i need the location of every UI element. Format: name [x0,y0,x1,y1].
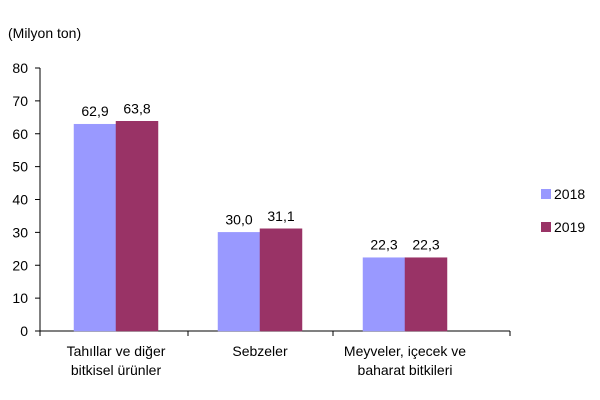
bar-2019-0 [115,121,159,332]
category-label: baharat bitkileri [358,362,453,378]
legend-label-2019: 2019 [554,219,585,235]
category-label: Tahıllar ve diğer [67,343,166,359]
data-label-2018-1: 30,0 [225,211,252,227]
y-axis: 0 10 20 30 40 50 60 70 80 [12,60,41,339]
category-label: Sebzeler [232,343,288,359]
legend-label-2018: 2018 [554,186,585,202]
y-tick-label: 50 [12,159,28,175]
category-label: bitkisel ürünler [71,362,162,378]
legend: 2018 2019 [541,186,585,235]
bar-2018-1 [217,232,261,332]
legend-swatch-2019 [541,222,551,232]
data-label-2019-0: 63,8 [123,100,150,116]
y-tick-label: 60 [12,126,28,142]
bars [73,121,448,332]
category-labels: Tahıllar ve diğer bitkisel ürünler Sebzele… [67,343,467,378]
data-labels: 62,9 63,8 30,0 31,1 22,3 22,3 [81,100,439,252]
data-label-2018-0: 62,9 [81,103,108,119]
category-label: Meyveler, içecek ve [344,343,466,359]
bar-2018-2 [362,257,406,332]
y-unit-label: (Milyon ton) [8,25,81,41]
data-label-2019-1: 31,1 [267,208,294,224]
y-tick-label: 70 [12,93,28,109]
y-tick-label: 40 [12,192,28,208]
data-label-2019-2: 22,3 [412,237,439,253]
bar-2019-1 [259,228,303,332]
y-tick-label: 80 [12,60,28,76]
bar-2018-0 [73,123,117,332]
data-label-2018-2: 22,3 [370,237,397,253]
y-tick-label: 20 [12,257,28,273]
x-axis [39,330,511,336]
y-tick-label: 0 [20,323,28,339]
y-tick-label: 30 [12,224,28,240]
legend-swatch-2018 [541,189,551,199]
y-tick-label: 10 [12,290,28,306]
bar-2019-2 [404,257,448,332]
